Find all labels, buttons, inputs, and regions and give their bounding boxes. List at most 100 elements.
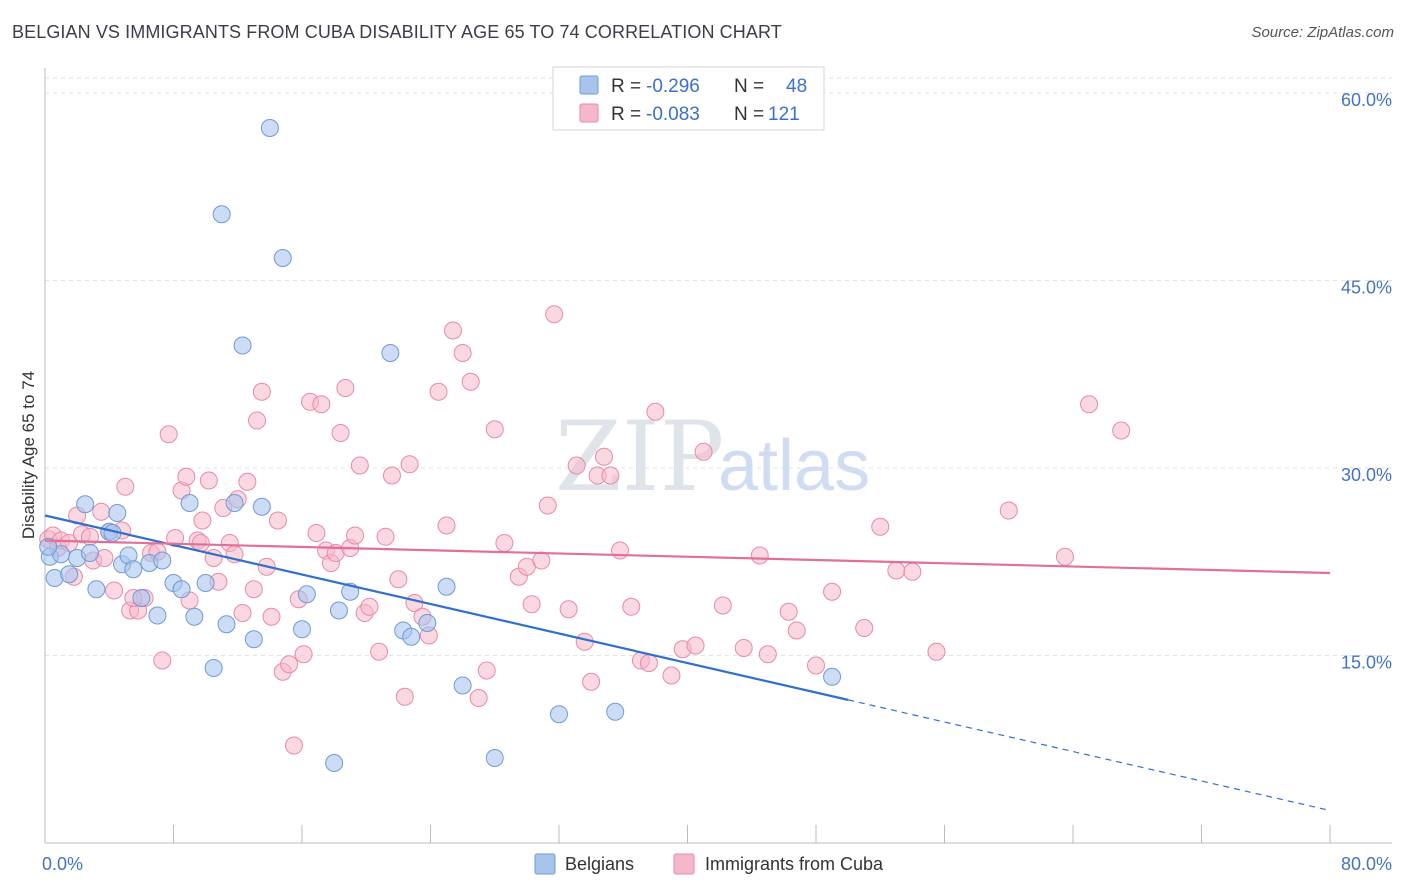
x-tick-label-0: 0.0% (42, 854, 83, 874)
watermark: ZIP atlas (555, 401, 870, 513)
cuba-point-97 (662, 666, 681, 685)
cuba-point-37 (244, 580, 263, 599)
chart-source: Source: ZipAtlas.com (1251, 24, 1394, 41)
cuba-point-55 (336, 379, 355, 397)
cuba-point-84 (545, 305, 564, 324)
belgians-point-29 (260, 119, 279, 137)
legend-swatch-belgians (579, 75, 599, 95)
cuba-point-77 (485, 420, 504, 439)
cuba-point-114 (999, 501, 1018, 520)
cuba-point-113 (927, 642, 946, 661)
x-tick-label-1: 80.0% (1341, 854, 1392, 874)
belgians-point-26 (233, 336, 252, 355)
cuba-point-78 (495, 534, 514, 552)
belgians-point-7 (87, 580, 106, 599)
legend-swatch-cuba (579, 103, 599, 123)
belgians-point-36 (381, 344, 400, 362)
cuba-point-82 (532, 551, 551, 570)
cuba-point-111 (887, 561, 906, 580)
y-axis-label: Disability Age 65 to 74 (19, 371, 38, 539)
cuba-point-14 (116, 477, 135, 496)
cuba-point-61 (370, 642, 389, 661)
cuba-point-65 (395, 687, 414, 706)
bottom-legend-swatch-cuba (673, 853, 695, 875)
cuba-point-107 (807, 656, 825, 675)
chart-title: BELGIAN VS IMMIGRANTS FROM CUBA DISABILI… (12, 22, 782, 42)
cuba-point-28 (199, 471, 218, 490)
cuba-point-103 (750, 546, 769, 565)
cuba-point-57 (346, 526, 365, 545)
cuba-point-93 (622, 597, 641, 616)
cuba-point-70 (429, 382, 448, 401)
belgians-point-19 (180, 494, 199, 512)
cuba-point-72 (443, 321, 462, 340)
y-tick-label-0: 15.0% (1341, 653, 1392, 673)
y-tick-label-2: 45.0% (1341, 278, 1392, 298)
belgians-point-16 (153, 551, 172, 570)
cuba-point-12 (105, 581, 124, 600)
y-tick-label-3: 60.0% (1341, 90, 1392, 110)
belgians-point-13 (132, 589, 151, 607)
belgians-point-15 (148, 606, 167, 625)
cuba-point-24 (177, 467, 196, 486)
belgians-point-23 (212, 205, 231, 224)
cuba-point-50 (312, 395, 331, 414)
belgians-point-6 (80, 544, 99, 562)
belgians-point-27 (244, 630, 263, 649)
cuba-point-76 (477, 661, 496, 680)
cuba-point-10 (92, 502, 111, 521)
cuba-point-86 (567, 456, 586, 475)
cuba-point-45 (284, 736, 303, 755)
belgians-point-39 (418, 614, 437, 632)
cuba-point-81 (522, 595, 541, 614)
cuba-point-36 (238, 472, 257, 491)
belgians-point-38 (402, 627, 421, 646)
cuba-point-99 (686, 636, 705, 655)
belgians-point-18 (172, 580, 191, 599)
belgians-point-25 (225, 494, 244, 512)
cuba-point-88 (582, 672, 601, 691)
cuba-point-75 (469, 689, 488, 707)
cuba-point-62 (376, 527, 395, 546)
cuba-point-60 (360, 597, 379, 616)
cuba-point-63 (382, 466, 401, 485)
belgians-point-28 (252, 497, 271, 516)
cuba-point-90 (594, 447, 613, 466)
belgians-point-30 (273, 249, 292, 267)
legend-r-value-belgians: -0.296 (646, 76, 700, 97)
legend-r-label-cuba: R = (611, 104, 641, 125)
cuba-point-21 (159, 425, 178, 444)
cuba-point-101 (713, 596, 732, 615)
cuba-point-106 (787, 621, 806, 640)
belgians-point-46 (39, 537, 58, 556)
belgians-point-5 (76, 495, 95, 514)
bottom-legend-swatch-belgians (534, 853, 556, 875)
cuba-point-83 (538, 496, 557, 515)
legend-n-label-cuba: N = (734, 104, 764, 125)
cuba-point-102 (734, 639, 753, 657)
belgians-point-43 (550, 705, 568, 724)
cuba-point-49 (307, 524, 326, 542)
belgians-point-33 (325, 754, 344, 772)
belgians-trend-line-extension (847, 699, 1331, 812)
cuba-point-105 (779, 602, 798, 621)
cuba-point-35 (233, 604, 252, 622)
belgians-point-9 (108, 504, 127, 522)
belgians-point-42 (485, 749, 504, 767)
belgians-point-24 (217, 615, 236, 634)
cuba-point-115 (1055, 547, 1074, 566)
cuba-point-66 (400, 455, 419, 474)
cuba-point-85 (559, 600, 578, 619)
y-tick-labels: 15.0% 30.0% 45.0% 60.0% (1341, 90, 1392, 673)
trend-lines (44, 514, 1331, 812)
belgians-point-45 (823, 667, 842, 686)
cuba-point-39 (252, 382, 271, 401)
axes (44, 68, 1392, 844)
cuba-point-109 (855, 619, 874, 637)
cuba-trend-line (44, 539, 1331, 575)
cuba-point-96 (646, 402, 665, 421)
series-belgians-points (39, 119, 842, 772)
bottom-legend-cuba: Immigrants from Cuba (705, 854, 884, 874)
cuba-point-41 (262, 607, 281, 626)
cuba-point-110 (871, 517, 890, 536)
